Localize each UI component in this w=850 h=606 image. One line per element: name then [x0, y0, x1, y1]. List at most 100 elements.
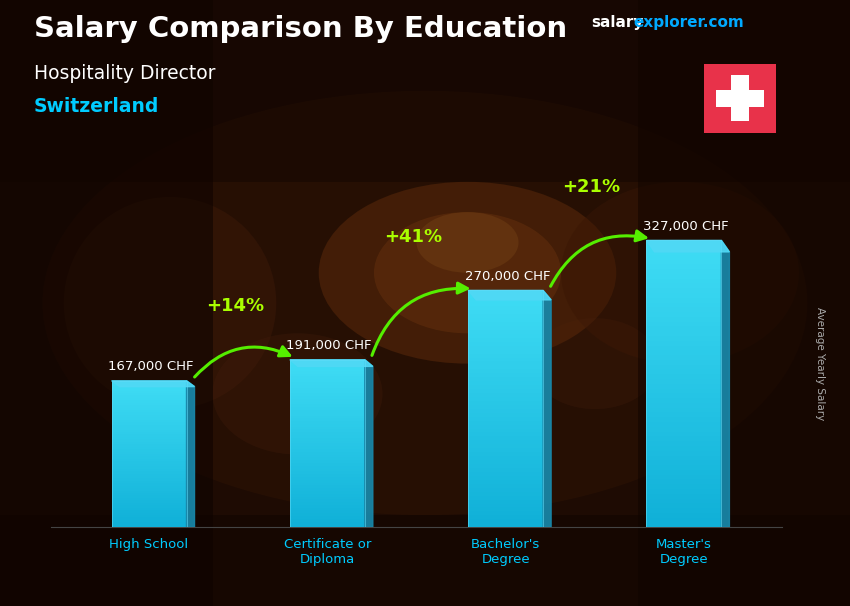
Bar [468, 361, 543, 365]
Bar [290, 480, 365, 482]
Bar [111, 483, 186, 486]
Bar [111, 513, 186, 515]
Bar [468, 369, 543, 373]
Text: Hospitality Director: Hospitality Director [34, 64, 216, 82]
Bar [111, 466, 186, 468]
Bar [290, 449, 365, 452]
Polygon shape [468, 290, 551, 300]
Bar [468, 515, 543, 519]
Bar [290, 460, 365, 463]
Text: +21%: +21% [563, 178, 620, 196]
Bar [290, 477, 365, 480]
Bar [290, 522, 365, 524]
Bar [111, 498, 186, 501]
Bar [647, 465, 722, 470]
Bar [468, 519, 543, 523]
Bar [290, 488, 365, 491]
Bar [290, 458, 365, 460]
Bar [468, 322, 543, 326]
Bar [647, 327, 722, 331]
Bar [111, 420, 186, 422]
Bar [468, 460, 543, 464]
Bar [111, 401, 186, 403]
Bar [647, 317, 722, 322]
Text: Salary Comparison By Education: Salary Comparison By Education [34, 15, 567, 43]
Bar [111, 395, 186, 398]
Bar [290, 435, 365, 438]
Bar [290, 413, 365, 416]
Bar [647, 518, 722, 522]
Bar [111, 505, 186, 508]
Bar [290, 446, 365, 449]
Bar [290, 510, 365, 513]
Bar [468, 504, 543, 507]
Bar [290, 496, 365, 499]
Text: Switzerland: Switzerland [34, 97, 159, 116]
Bar [111, 508, 186, 510]
Bar [647, 307, 722, 312]
Bar [647, 513, 722, 518]
Text: 270,000 CHF: 270,000 CHF [465, 270, 550, 283]
Bar [111, 408, 186, 410]
Bar [647, 422, 722, 427]
Bar [647, 360, 722, 365]
Bar [468, 314, 543, 318]
Text: salary: salary [591, 15, 643, 30]
Bar [290, 508, 365, 510]
Bar [647, 393, 722, 398]
Bar [0, 0, 850, 182]
Text: explorer.com: explorer.com [633, 15, 744, 30]
Bar [647, 365, 722, 370]
Bar [111, 432, 186, 435]
Text: +14%: +14% [206, 298, 264, 315]
Bar [290, 374, 365, 376]
Bar [468, 444, 543, 448]
Bar [111, 525, 186, 527]
Bar [290, 388, 365, 390]
Bar [647, 245, 722, 250]
Bar [468, 448, 543, 452]
Bar [111, 410, 186, 413]
Bar [468, 345, 543, 350]
Bar [468, 413, 543, 417]
Bar [468, 298, 543, 302]
Bar [647, 241, 722, 245]
Bar [111, 413, 186, 415]
Bar [647, 508, 722, 513]
Bar [290, 441, 365, 444]
Polygon shape [111, 381, 195, 387]
Text: 167,000 CHF: 167,000 CHF [108, 361, 194, 373]
Bar [290, 407, 365, 410]
Bar [647, 255, 722, 259]
Bar [647, 398, 722, 403]
Bar [111, 447, 186, 449]
Bar [290, 399, 365, 402]
Bar [647, 375, 722, 379]
Bar [290, 396, 365, 399]
Bar [111, 381, 186, 527]
Bar [647, 474, 722, 479]
Bar [290, 519, 365, 522]
Bar [647, 403, 722, 408]
Bar [290, 368, 365, 371]
Bar [468, 417, 543, 421]
Bar [290, 418, 365, 421]
Bar [468, 496, 543, 499]
Bar [290, 485, 365, 488]
Bar [468, 330, 543, 334]
Ellipse shape [42, 91, 807, 515]
Bar [290, 505, 365, 508]
Bar [290, 491, 365, 494]
Bar [468, 318, 543, 322]
Bar [468, 326, 543, 330]
Bar [647, 274, 722, 279]
Bar [468, 523, 543, 527]
Bar [468, 476, 543, 480]
Ellipse shape [416, 212, 518, 273]
Bar [111, 449, 186, 451]
Bar [647, 355, 722, 360]
Polygon shape [365, 360, 373, 527]
Bar [468, 452, 543, 456]
Ellipse shape [531, 318, 659, 409]
Bar [111, 435, 186, 437]
